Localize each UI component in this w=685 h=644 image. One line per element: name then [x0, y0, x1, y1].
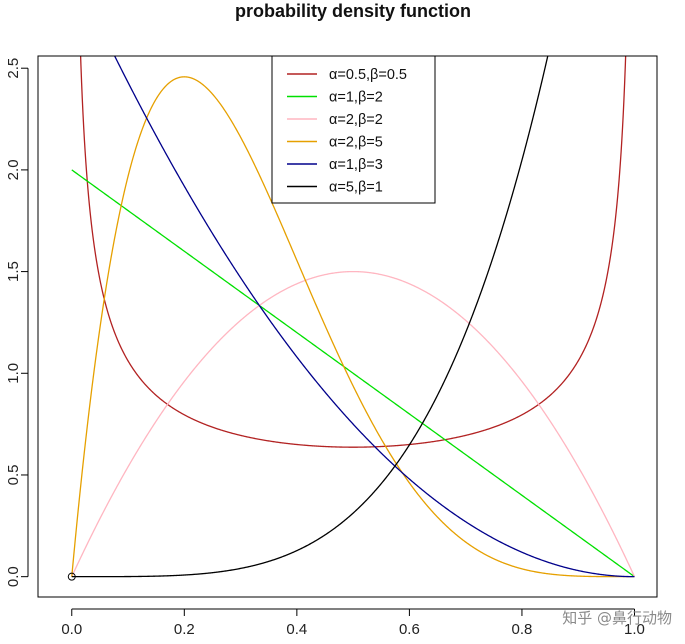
x-tick-label-3: 0.6: [399, 621, 420, 638]
series-layer: [71, 56, 636, 578]
x-tick-label-0: 0.0: [61, 621, 82, 638]
y-tick-label-5: 2.5: [5, 58, 22, 79]
watermark-text: 知乎 @鼻行动物: [562, 609, 672, 627]
legend-box: [271, 55, 436, 204]
x-tick-label-5: 1.0: [624, 621, 645, 638]
y-tick-label-4: 2.0: [5, 159, 22, 180]
legend-label-0: α=0.5,β=0.5: [329, 67, 407, 83]
series-line-3: [71, 76, 635, 578]
y-axis: 0.0 0.5 1.0 1.5 2.0 2.5: [5, 58, 29, 587]
legend-label-1: α=1,β=2: [329, 90, 383, 106]
legend-label-2: α=2,β=2: [329, 112, 383, 128]
series-line-4: [113, 56, 635, 578]
x-axis: 0.0 0.2 0.4 0.6 0.8 1.0: [61, 608, 645, 638]
series-line-0: [79, 56, 627, 448]
x-tick-label-1: 0.2: [174, 621, 195, 638]
marker-layer: [67, 572, 76, 581]
legend: α=0.5,β=0.5 α=1,β=2 α=2,β=2 α=2,β=5 α=1,β=3 α…: [271, 55, 436, 204]
x-tick-label-4: 0.8: [512, 621, 533, 638]
y-tick-label-2: 1.0: [5, 363, 22, 384]
y-tick-label-1: 0.5: [5, 465, 22, 486]
legend-label-3: α=2,β=5: [329, 135, 383, 151]
x-tick-label-2: 0.4: [286, 621, 307, 638]
series-line-5: [71, 56, 549, 578]
legend-label-4: α=1,β=3: [329, 157, 383, 173]
y-tick-label-3: 1.5: [5, 261, 22, 282]
legend-label-5: α=5,β=1: [329, 180, 383, 196]
start-marker: [67, 572, 76, 581]
series-line-2: [71, 270, 636, 577]
y-tick-label-0: 0.0: [5, 566, 22, 587]
chart-title: probability density function: [235, 1, 471, 21]
series-line-1: [71, 169, 635, 578]
